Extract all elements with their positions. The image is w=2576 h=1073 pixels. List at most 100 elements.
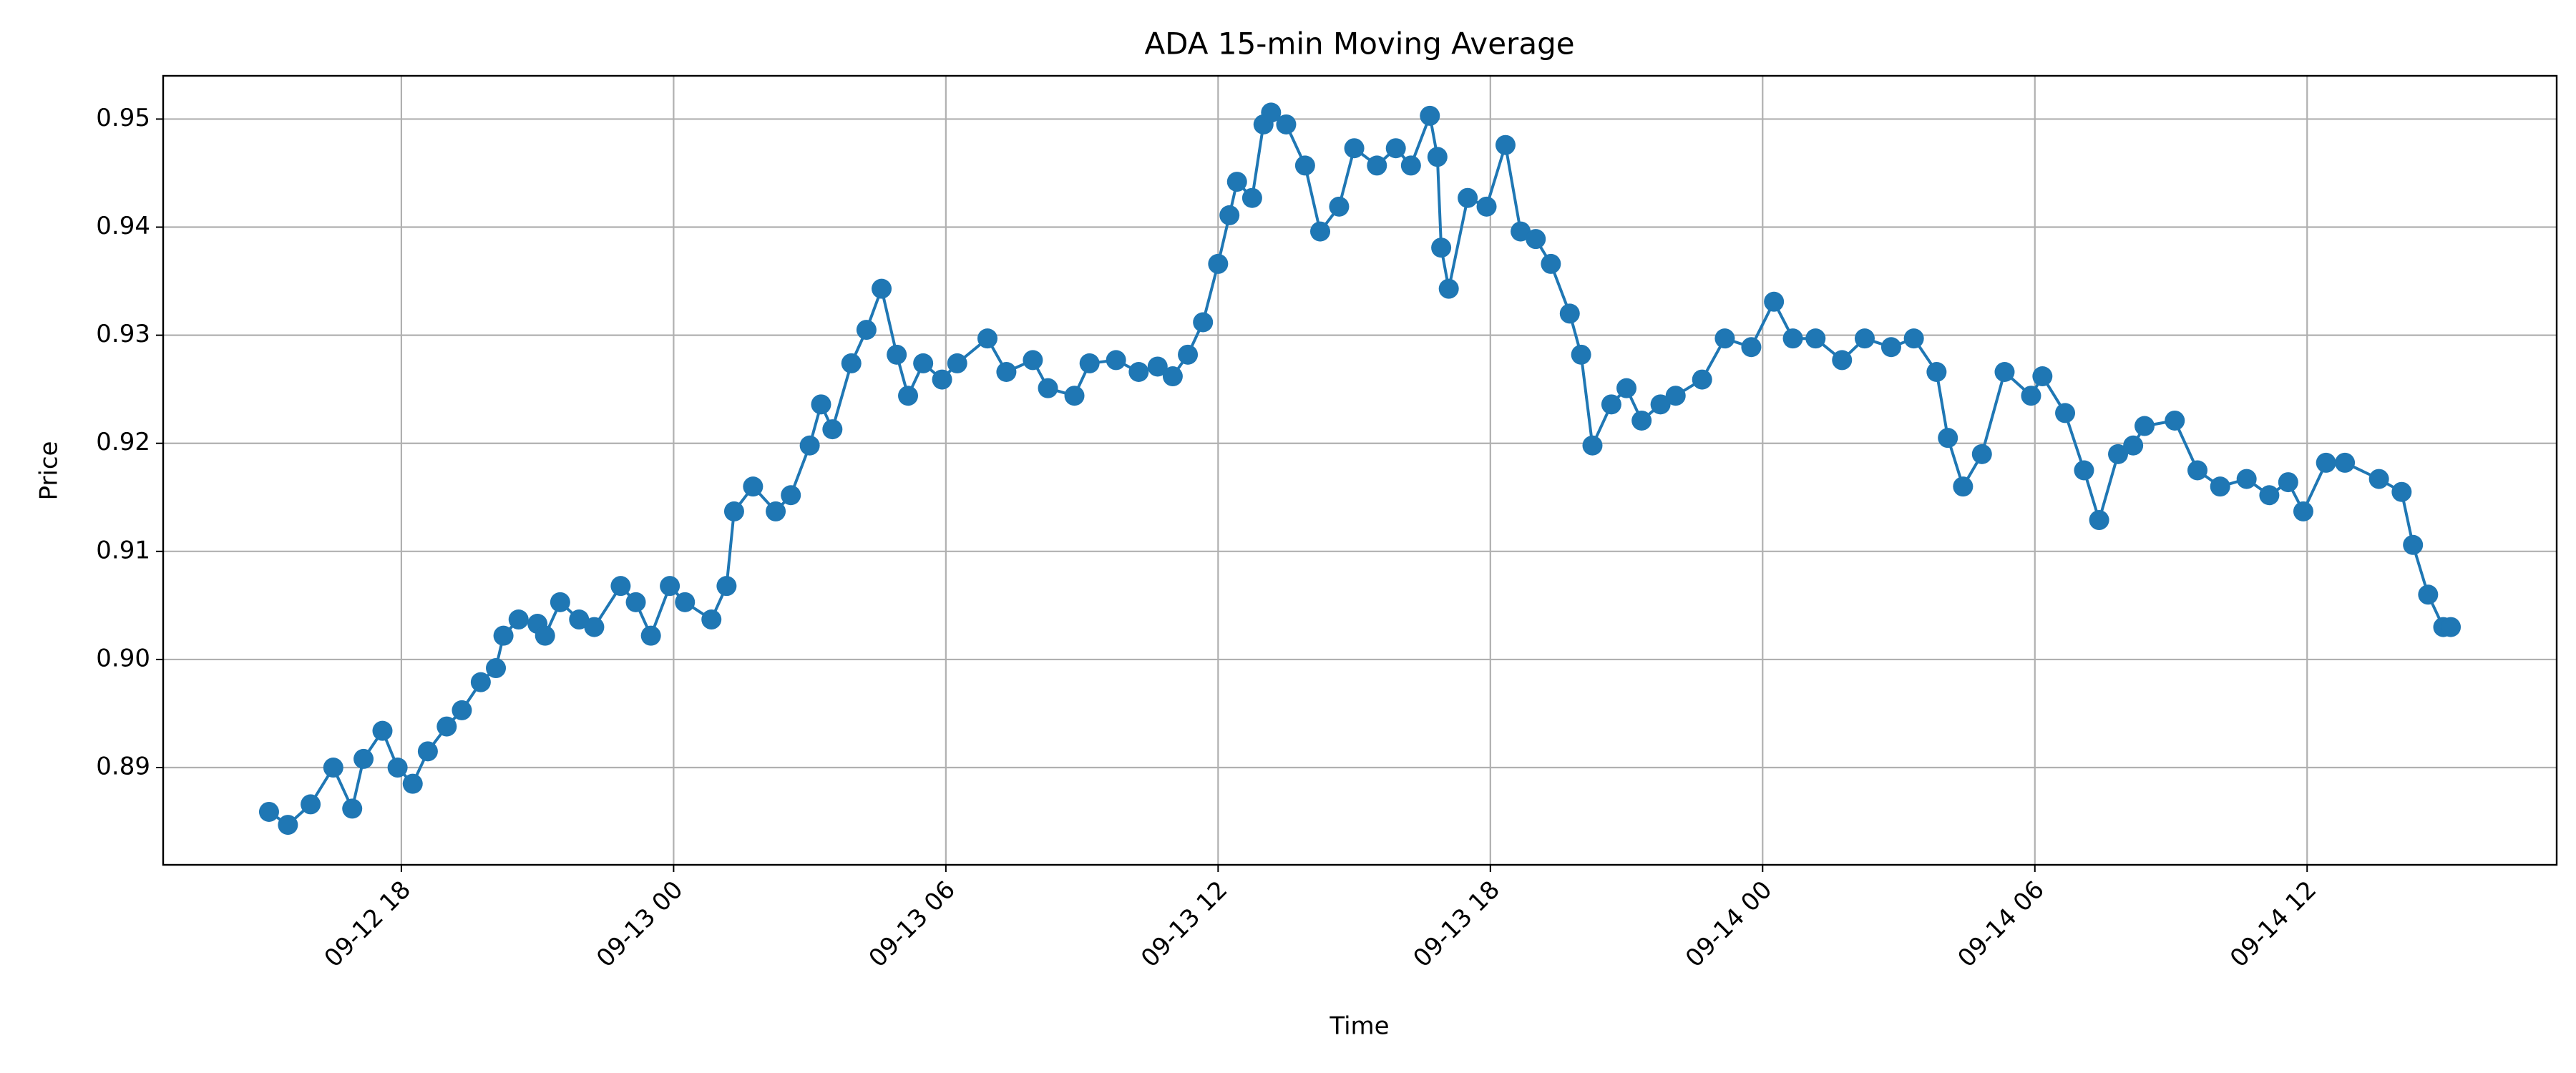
marker	[1226, 172, 1247, 192]
marker	[1938, 428, 1958, 449]
marker	[2021, 386, 2041, 406]
marker	[1782, 328, 1803, 349]
marker	[841, 353, 862, 373]
marker	[486, 658, 507, 679]
marker	[2135, 416, 2155, 436]
marker	[436, 716, 457, 737]
marker	[1023, 350, 1043, 371]
y-tick-label: 0.92	[96, 428, 150, 456]
marker	[2293, 501, 2313, 521]
marker	[766, 501, 786, 521]
marker	[584, 617, 605, 637]
marker	[1854, 328, 1875, 349]
x-axis-label: Time	[1329, 1012, 1389, 1041]
marker	[372, 720, 393, 741]
marker	[1458, 187, 1478, 208]
marker	[301, 794, 321, 815]
marker	[1276, 114, 1297, 134]
marker	[2368, 469, 2389, 489]
marker	[1178, 344, 1199, 365]
marker	[1208, 253, 1229, 274]
marker	[1994, 362, 2015, 383]
marker	[977, 328, 997, 349]
marker	[872, 278, 892, 299]
marker	[2165, 410, 2185, 431]
marker	[550, 592, 570, 612]
marker	[1294, 155, 1315, 176]
marker	[1367, 155, 1387, 176]
y-tick-label: 0.95	[96, 104, 150, 132]
marker	[2187, 460, 2207, 481]
marker	[1310, 221, 1331, 242]
marker	[610, 576, 631, 597]
marker	[913, 353, 934, 373]
marker	[898, 386, 919, 406]
marker	[1571, 344, 1591, 365]
marker	[1714, 328, 1735, 349]
marker	[781, 485, 801, 506]
y-tick-label: 0.90	[96, 644, 150, 672]
marker	[452, 700, 472, 720]
marker	[1476, 196, 1497, 217]
y-tick-label: 0.93	[96, 320, 150, 348]
marker	[822, 419, 843, 440]
marker	[1511, 221, 1531, 242]
marker	[1650, 394, 1671, 415]
y-tick-label: 0.91	[96, 536, 150, 564]
marker	[1420, 105, 1440, 126]
marker	[1692, 369, 1712, 390]
marker	[1495, 134, 1516, 155]
marker	[1261, 102, 1282, 123]
marker	[535, 625, 555, 646]
marker	[387, 758, 408, 778]
marker	[2236, 469, 2257, 489]
marker	[1832, 350, 1853, 371]
chart-title: ADA 15-min Moving Average	[1144, 26, 1574, 62]
marker	[856, 320, 877, 340]
marker	[799, 435, 820, 456]
marker	[1559, 303, 1580, 324]
marker	[1903, 328, 1924, 349]
marker	[2108, 444, 2129, 464]
marker	[1953, 476, 1974, 497]
marker	[493, 625, 514, 646]
marker	[278, 815, 298, 836]
y-tick-label: 0.89	[96, 753, 150, 781]
y-axis-label: Price	[35, 441, 64, 501]
marker	[723, 501, 744, 521]
marker	[342, 798, 363, 819]
marker	[508, 609, 529, 630]
marker	[1219, 205, 1240, 225]
marker	[1526, 229, 1546, 250]
marker	[2210, 476, 2230, 497]
plot-frame	[162, 74, 2558, 866]
marker	[701, 609, 722, 630]
marker	[2278, 472, 2298, 493]
marker	[1616, 378, 1637, 398]
marker	[1541, 253, 1561, 274]
marker	[569, 609, 590, 630]
marker	[1427, 147, 1448, 167]
marker	[2259, 485, 2280, 506]
marker	[1241, 187, 1262, 208]
y-tick-label: 0.94	[96, 212, 150, 240]
marker	[1106, 350, 1126, 371]
marker	[2032, 366, 2053, 387]
marker	[1805, 328, 1826, 349]
marker	[417, 741, 438, 762]
marker	[887, 344, 907, 365]
marker	[1971, 444, 1992, 464]
marker	[1582, 435, 1603, 456]
marker	[470, 672, 491, 692]
marker	[1741, 337, 1762, 358]
marker	[1431, 237, 1452, 258]
marker	[811, 394, 831, 415]
marker	[1128, 362, 1149, 383]
marker	[1344, 138, 1365, 159]
marker	[1880, 337, 1901, 358]
marker	[996, 362, 1017, 383]
marker	[1438, 278, 1459, 299]
marker	[2418, 584, 2439, 605]
marker	[660, 576, 680, 597]
